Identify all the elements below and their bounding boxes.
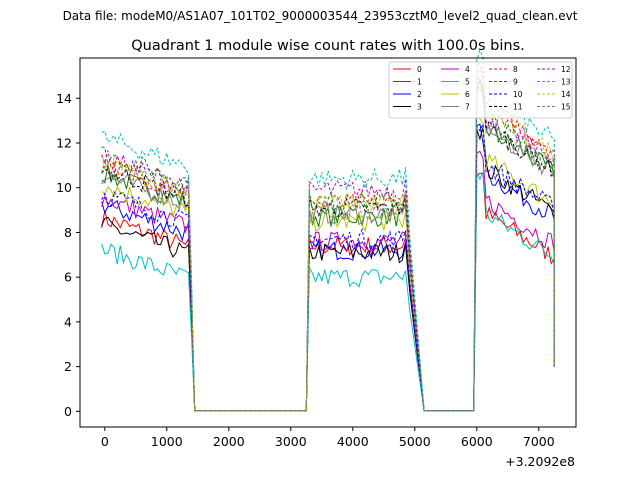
chart-title: Quadrant 1 module wise count rates with …: [131, 38, 525, 54]
legend-label-7: 7: [465, 102, 470, 111]
legend-label-6: 6: [465, 90, 470, 99]
x-tick-label: 3000: [275, 434, 307, 449]
legend-label-12: 12: [561, 65, 571, 74]
y-tick-label: 0: [64, 404, 72, 419]
legend-label-4: 4: [465, 65, 470, 74]
y-tick-label: 10: [56, 180, 72, 195]
y-tick-label: 4: [64, 314, 72, 329]
legend-label-8: 8: [513, 65, 518, 74]
series-line-11: [101, 79, 555, 412]
series-line-9: [101, 74, 555, 412]
series-line-4: [101, 150, 555, 412]
legend-label-11: 11: [513, 102, 523, 111]
x-tick-label: 1000: [151, 434, 183, 449]
legend-label-13: 13: [561, 77, 571, 86]
y-tick-label: 2: [64, 359, 72, 374]
legend-label-1: 1: [417, 77, 422, 86]
legend-label-0: 0: [417, 65, 422, 74]
legend-label-3: 3: [417, 102, 422, 111]
x-tick-label: 5000: [399, 434, 431, 449]
y-tick-label: 6: [64, 270, 72, 285]
series-line-14: [101, 64, 555, 412]
figure-suptitle: Data file: modeM0/AS1A07_101T02_90000035…: [63, 9, 578, 23]
legend-label-10: 10: [513, 90, 523, 99]
legend-label-5: 5: [465, 77, 470, 86]
series-line-7: [101, 81, 555, 412]
y-tick-label: 14: [56, 91, 72, 106]
plot-frame: [79, 57, 577, 428]
x-tick-label: 6000: [461, 434, 493, 449]
series-layer: [101, 48, 555, 412]
legend-label-2: 2: [417, 90, 422, 99]
x-tick-label: 7000: [523, 434, 555, 449]
y-axis: 0 2 4 6 8 10 12 14: [56, 91, 80, 419]
y-tick-label: 8: [64, 225, 72, 240]
series-line-15: [101, 87, 555, 412]
legend-label-9: 9: [513, 77, 518, 86]
series-line-2: [101, 123, 555, 412]
x-axis: 0 1000 2000 3000 4000 5000 6000 7000: [101, 427, 555, 449]
series-line-6: [101, 114, 555, 412]
x-tick-label: 0: [101, 434, 109, 449]
series-line-10: [101, 123, 555, 412]
legend-label-15: 15: [561, 102, 571, 111]
legend-label-14: 14: [561, 90, 571, 99]
x-tick-label: 2000: [213, 434, 245, 449]
series-line-12: [101, 70, 555, 412]
legend-box: [388, 61, 573, 119]
series-line-0: [101, 172, 555, 412]
x-offset-label: +3.2092e8: [505, 454, 575, 469]
plot-area: [80, 58, 576, 427]
x-tick-label: 4000: [337, 434, 369, 449]
series-line-5: [101, 171, 555, 412]
y-tick-label: 12: [56, 135, 72, 150]
